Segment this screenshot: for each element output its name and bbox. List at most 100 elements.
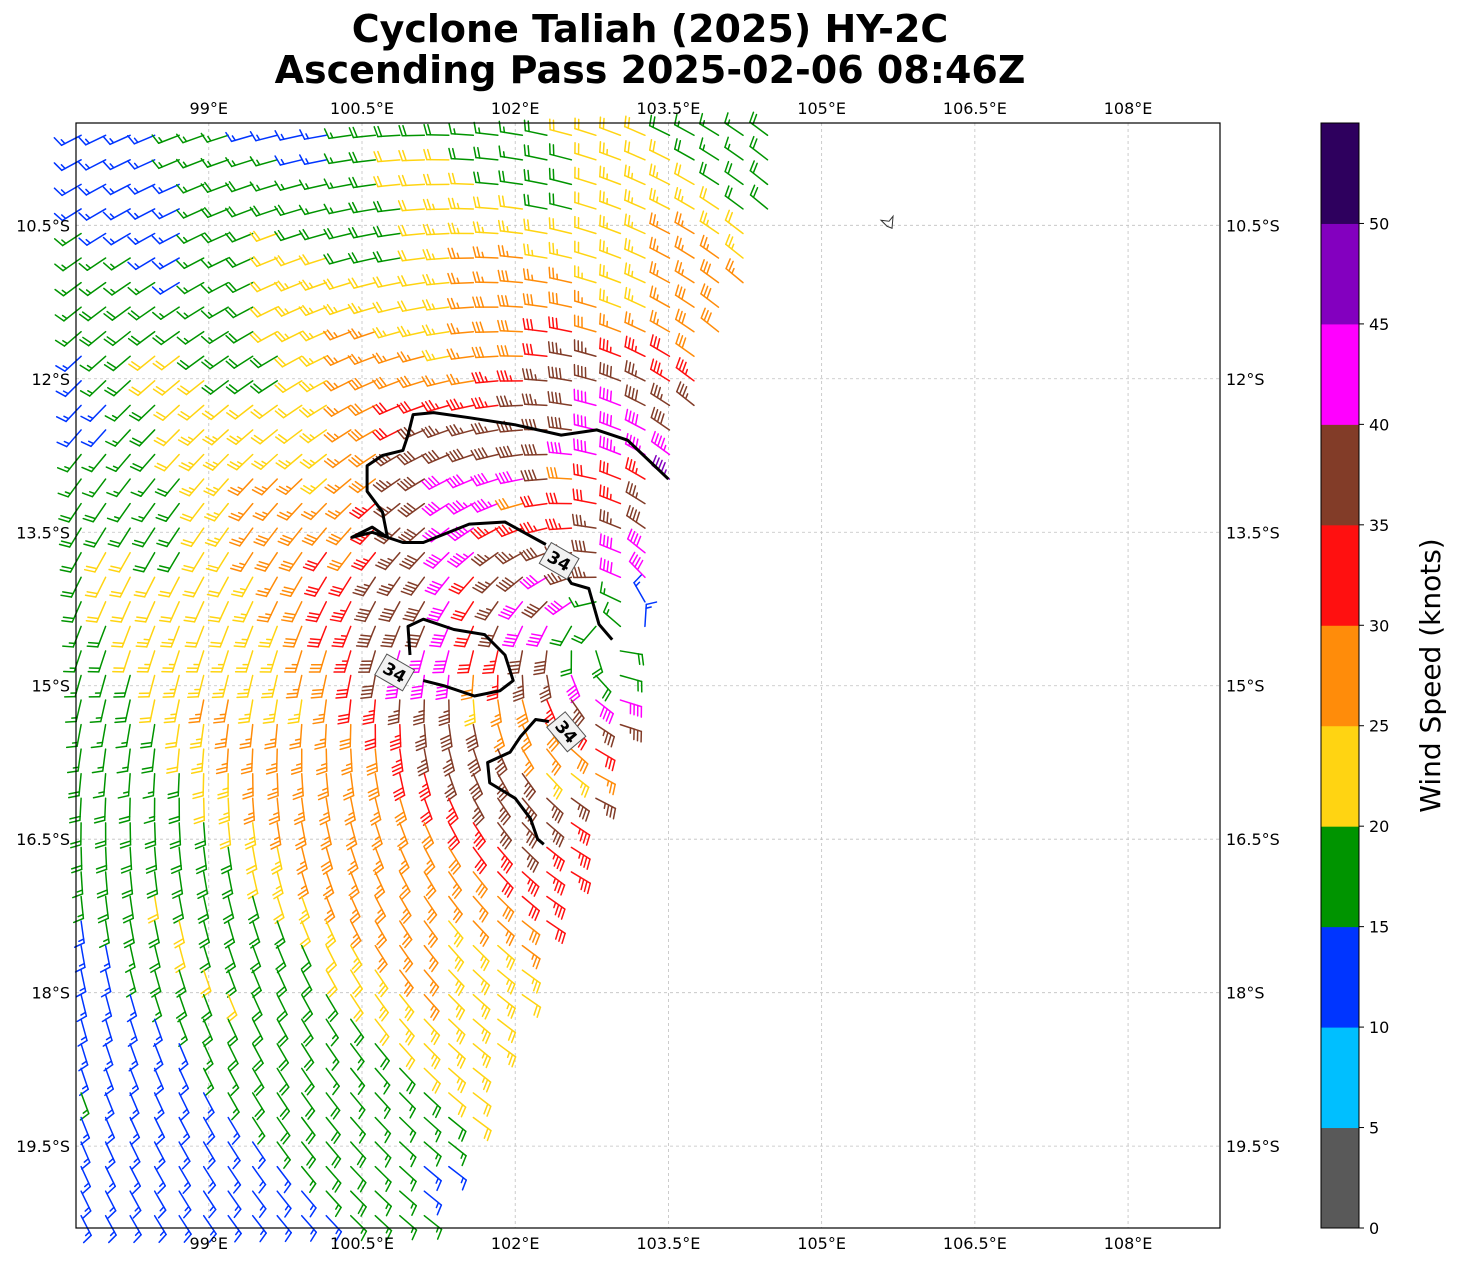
barb-half-flag — [239, 562, 246, 566]
barb-half-flag — [357, 356, 363, 363]
wind-barb — [397, 822, 409, 851]
barb-flag — [151, 134, 160, 145]
barb-flag — [699, 234, 705, 247]
wind-barb — [421, 501, 450, 517]
barb-half-flag — [112, 440, 119, 445]
barb-flag — [698, 112, 704, 125]
barb-flag — [624, 164, 627, 177]
barb-flag — [217, 794, 229, 800]
barb-flag — [249, 156, 257, 167]
barb-flag — [452, 865, 462, 875]
wind-barb — [151, 159, 180, 170]
barb-flag — [451, 272, 456, 285]
barb-flag — [280, 1062, 290, 1072]
barb-flag — [560, 884, 566, 896]
barb-flag — [607, 733, 612, 746]
barb-flag — [626, 504, 631, 517]
wind-barb — [251, 453, 278, 470]
barb-flag — [652, 214, 657, 226]
barb-flag — [359, 608, 372, 612]
barb-flag — [599, 361, 602, 374]
barb-half-flag — [349, 835, 356, 841]
wind-barb — [520, 469, 548, 482]
barb-flag — [401, 174, 407, 187]
barb-half-flag — [552, 877, 557, 884]
barb-half-flag — [431, 378, 436, 385]
barb-flag — [583, 880, 588, 893]
barb-flag — [531, 907, 538, 919]
barb-flag — [498, 582, 509, 590]
barb-half-flag — [246, 762, 253, 766]
wind-barb — [547, 390, 573, 407]
barb-flag — [427, 935, 436, 945]
wind-barb — [371, 822, 383, 851]
barb-half-flag — [386, 455, 392, 461]
barb-half-flag — [382, 355, 387, 362]
barb-flag — [609, 365, 612, 378]
wind-barb — [78, 1043, 89, 1072]
wind-barb — [472, 1092, 492, 1117]
barb-half-flag — [308, 282, 314, 289]
wind-barb — [374, 969, 389, 998]
wind-barb — [521, 748, 535, 777]
wind-barb — [201, 404, 229, 421]
barb-flag — [528, 469, 534, 481]
barb-flag — [86, 645, 99, 648]
wind-barb — [312, 699, 327, 725]
wind-barb — [519, 547, 548, 562]
wind-barb — [497, 846, 513, 874]
wind-barb — [290, 748, 303, 775]
wind-barb — [140, 723, 156, 749]
barb-half-flag — [64, 491, 72, 495]
barb-flag — [548, 291, 551, 304]
barb-flag — [447, 222, 453, 235]
wind-barb — [498, 145, 524, 161]
barb-flag — [502, 471, 509, 483]
barb-flag — [449, 451, 457, 462]
wind-barb — [281, 601, 303, 623]
barb-flag — [232, 619, 245, 623]
barb-flag — [277, 229, 286, 240]
barb-half-flag — [531, 249, 534, 257]
barb-flag — [483, 1103, 489, 1115]
barb-flag — [323, 128, 330, 140]
barb-flag — [220, 864, 232, 871]
wind-barb — [254, 551, 278, 572]
barb-flag — [127, 210, 136, 220]
barb-flag — [201, 1010, 211, 1019]
barb-flag — [82, 336, 93, 345]
barb-flag — [228, 256, 237, 267]
barb-flag — [602, 461, 606, 474]
wind-barb — [242, 772, 254, 800]
barb-flag — [485, 1081, 492, 1093]
colorbar-segment — [1321, 524, 1359, 626]
barb-flag — [627, 141, 631, 154]
barb-flag — [681, 361, 687, 373]
wind-barb — [278, 551, 303, 572]
wind-barb — [546, 466, 573, 480]
wind-barb — [300, 1214, 318, 1242]
barb-flag — [159, 619, 171, 623]
barb-half-flag — [634, 370, 638, 377]
barb-half-flag — [602, 729, 606, 737]
barb-flag — [78, 262, 89, 271]
wind-barb — [225, 380, 254, 395]
barb-half-flag — [85, 163, 91, 169]
wind-barb — [396, 325, 426, 338]
wind-barb — [134, 601, 156, 623]
barb-flag — [331, 559, 343, 565]
colorbar-segment — [1321, 323, 1359, 425]
barb-flag — [427, 890, 437, 900]
wind-barb — [456, 650, 475, 674]
barb-flag — [447, 560, 458, 568]
wind-barb — [399, 895, 412, 924]
barb-flag — [194, 840, 206, 846]
barb-half-flag — [109, 163, 115, 169]
barb-flag — [418, 786, 429, 794]
barb-flag — [505, 932, 512, 944]
barb-half-flag — [526, 854, 531, 861]
wind-barb — [421, 399, 450, 413]
barb-half-flag — [105, 1035, 112, 1041]
barb-flag — [551, 366, 555, 379]
wind-barb — [178, 1141, 191, 1170]
